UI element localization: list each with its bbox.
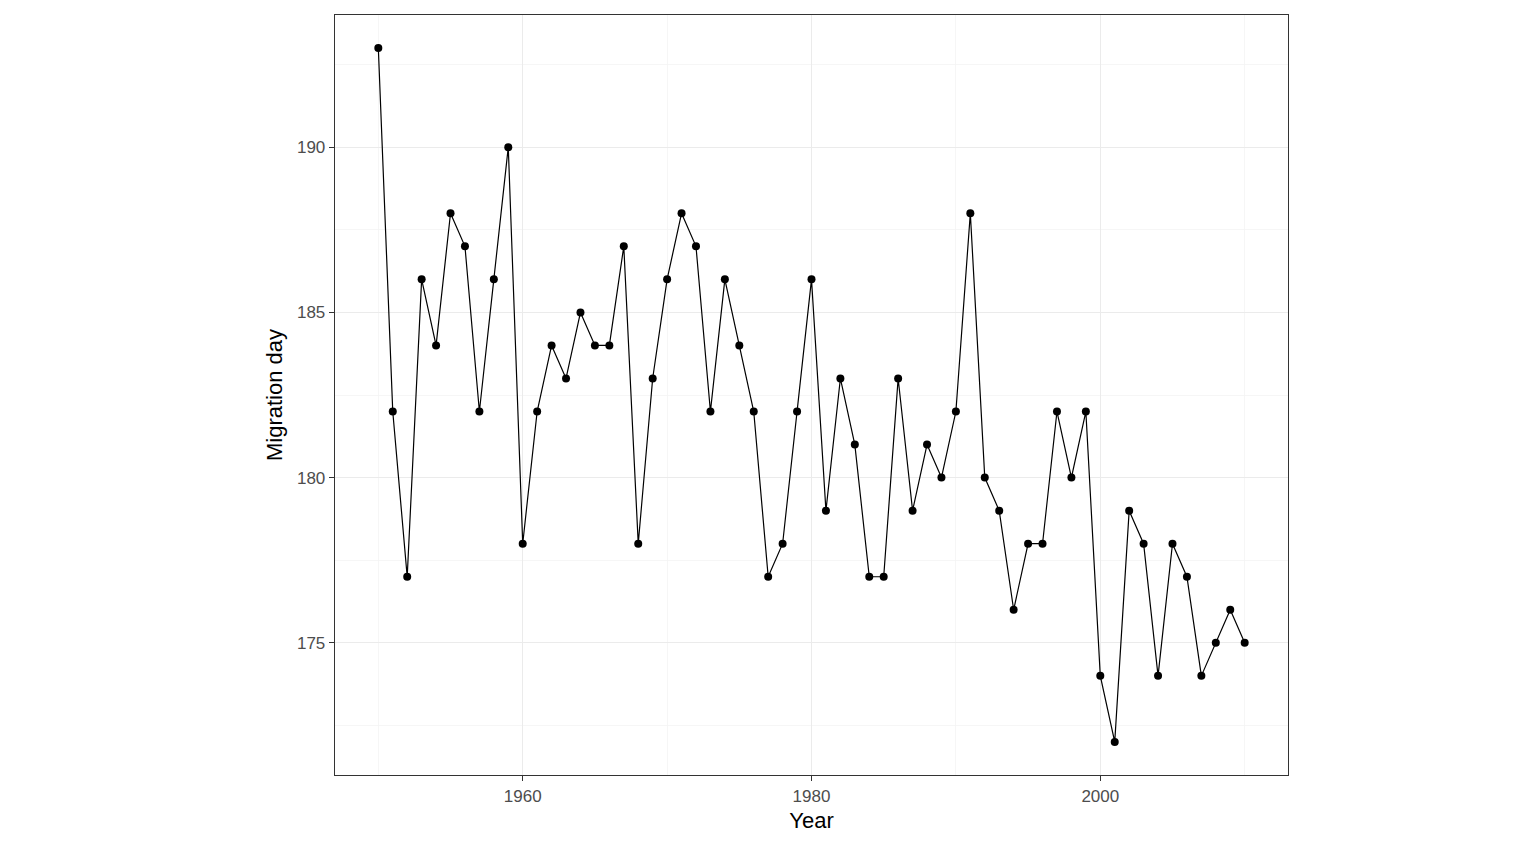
svg-text:185: 185 xyxy=(297,303,325,322)
svg-text:180: 180 xyxy=(297,469,325,488)
svg-text:1980: 1980 xyxy=(793,787,831,806)
svg-text:Year: Year xyxy=(789,808,833,833)
svg-text:2000: 2000 xyxy=(1081,787,1119,806)
svg-text:175: 175 xyxy=(297,634,325,653)
svg-text:190: 190 xyxy=(297,138,325,157)
svg-text:1960: 1960 xyxy=(504,787,542,806)
svg-text:Migration day: Migration day xyxy=(262,329,287,461)
